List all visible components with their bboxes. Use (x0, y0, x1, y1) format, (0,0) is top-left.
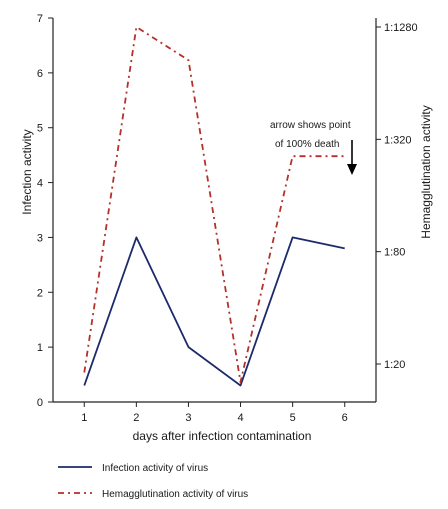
legend: Infection activity of virus Hemagglutina… (58, 463, 248, 500)
left-axis-title: Infection activity (20, 129, 34, 214)
left-tick-label: 3 (37, 232, 43, 244)
right-tick-label: 1:1280 (384, 22, 418, 34)
x-tick-label: 3 (185, 412, 191, 424)
right-tick-label: 1:80 (384, 247, 405, 259)
x-tick-label: 4 (237, 412, 243, 424)
right-axis-title: Hemagglutination activity (419, 105, 433, 238)
x-axis-title: days after infection contamination (133, 429, 312, 443)
left-axis-ticks: 0 1 2 3 4 5 6 7 (37, 13, 53, 409)
x-tick-label: 2 (133, 412, 139, 424)
left-tick-label: 7 (37, 13, 43, 25)
series-line-infection (83, 236, 345, 387)
right-tick-label: 1:20 (384, 359, 405, 371)
death-arrow-icon (347, 140, 357, 175)
legend-label-infection: Infection activity of virus (102, 463, 208, 474)
right-axis-ticks: 1:20 1:80 1:320 1:1280 (376, 22, 418, 371)
left-tick-label: 0 (37, 397, 43, 409)
left-tick-label: 5 (37, 123, 43, 135)
left-tick-label: 4 (37, 178, 43, 190)
series-line-hemagglutination (83, 26, 345, 384)
right-tick-label: 1:320 (384, 134, 412, 146)
annotation-line-2: of 100% death (275, 139, 340, 150)
left-tick-label: 1 (37, 342, 43, 354)
x-tick-label: 1 (81, 412, 87, 424)
x-tick-label: 6 (342, 412, 348, 424)
x-axis-ticks: 1 2 3 4 5 6 (81, 402, 348, 424)
left-tick-label: 2 (37, 287, 43, 299)
series-layer (83, 26, 345, 387)
x-tick-label: 5 (290, 412, 296, 424)
annotation-line-1: arrow shows point (270, 120, 351, 131)
left-tick-label: 6 (37, 68, 43, 80)
legend-label-hemagglutination: Hemagglutination activity of virus (102, 489, 248, 500)
